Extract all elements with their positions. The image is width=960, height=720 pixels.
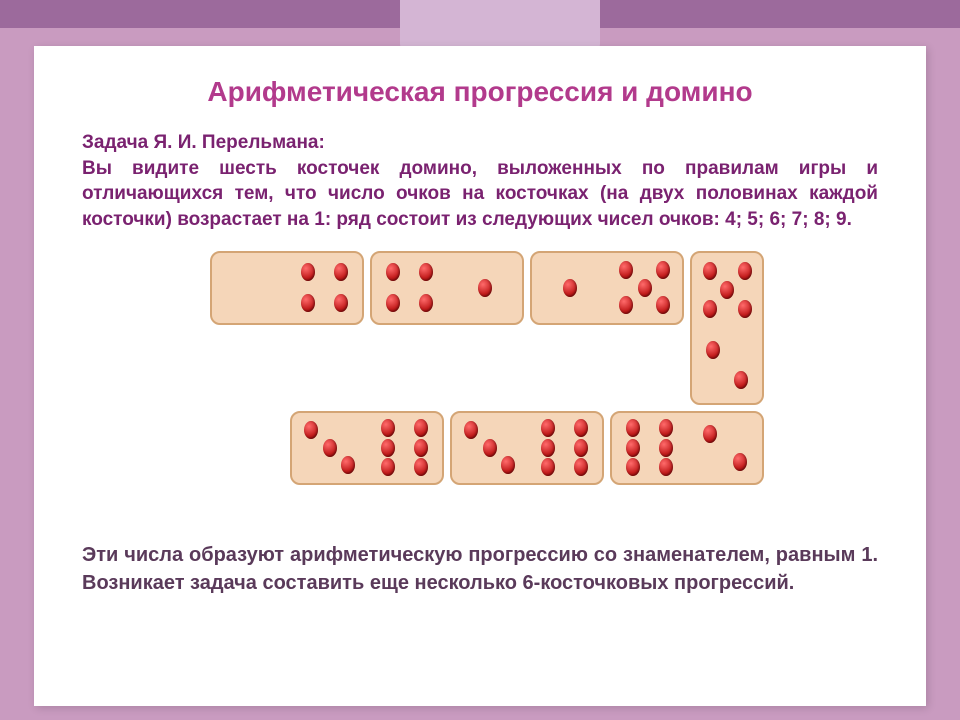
pip [703,300,717,318]
slide-card: Арифметическая прогрессия и домино Задач… [34,46,926,706]
pip [659,419,673,437]
top-tab [400,0,600,50]
pip [386,294,400,312]
pip [733,453,747,471]
pip [381,458,395,476]
pip [703,262,717,280]
pip [574,439,588,457]
pip [381,419,395,437]
domino-diagram [82,251,878,521]
domino-half [527,413,602,483]
domino-half [372,253,447,323]
domino-tile [210,251,364,325]
pip [386,263,400,281]
pip [323,439,337,457]
pip [301,263,315,281]
task-paragraph: Задача Я. И. Перельмана: Вы видите шесть… [82,130,878,233]
domino-tile [450,411,604,485]
domino-tile [290,411,444,485]
domino-half [367,413,442,483]
slide-title: Арифметическая прогрессия и домино [82,76,878,108]
domino-tile [610,411,764,485]
pip [659,439,673,457]
pip [656,261,670,279]
domino-tile [690,251,764,405]
pip [541,458,555,476]
domino-tile [530,251,684,325]
pip [638,279,652,297]
pip [414,439,428,457]
domino-half [452,413,527,483]
domino-half [447,253,522,323]
domino-half [212,253,287,323]
pip [414,419,428,437]
pip [706,341,720,359]
pip [703,425,717,443]
pip [334,294,348,312]
pip [619,296,633,314]
pip [414,458,428,476]
conclusion-text: Эти числа образуют арифметическую прогре… [82,541,878,597]
domino-half [687,413,762,483]
pip [738,262,752,280]
domino-half [287,253,362,323]
pip [464,421,478,439]
domino-half [532,253,607,323]
pip [304,421,318,439]
task-label: Задача Я. И. Перельмана: [82,132,325,153]
pip [501,456,515,474]
pip [419,263,433,281]
pip [656,296,670,314]
pip [541,419,555,437]
pip [626,419,640,437]
pip [483,439,497,457]
pip [301,294,315,312]
domino-half [612,413,687,483]
pip [419,294,433,312]
pip [341,456,355,474]
pip [334,263,348,281]
pip [659,458,673,476]
domino-half [692,328,762,403]
pip [563,279,577,297]
pip [574,458,588,476]
pip [478,279,492,297]
pip [619,261,633,279]
pip [574,419,588,437]
pip [381,439,395,457]
pip [626,439,640,457]
pip [738,300,752,318]
domino-half [292,413,367,483]
pip [720,281,734,299]
pip [541,439,555,457]
domino-half [692,253,762,328]
pip [734,371,748,389]
domino-tile [370,251,524,325]
task-body: Вы видите шесть косточек домино, выложен… [82,158,878,230]
domino-half [607,253,682,323]
pip [626,458,640,476]
